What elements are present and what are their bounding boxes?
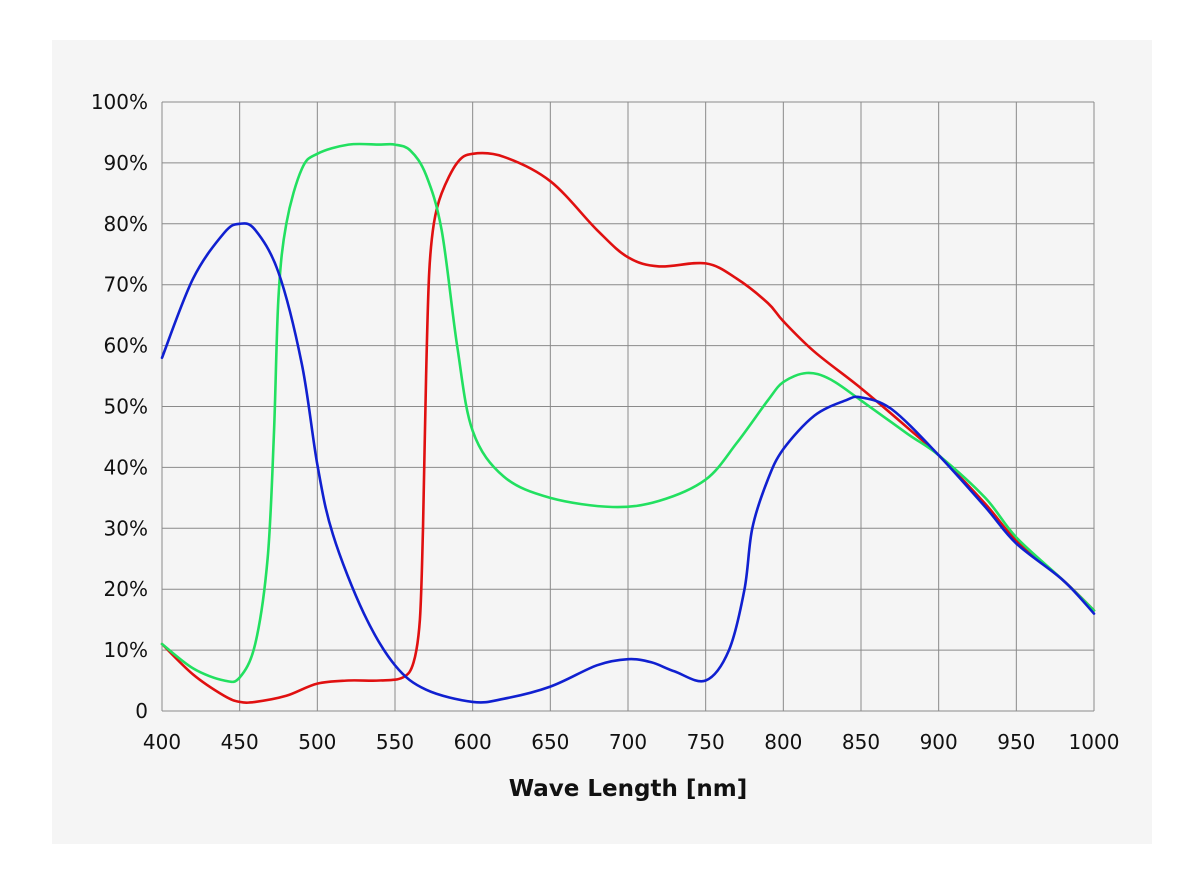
- series-line-2: [160, 142, 1096, 684]
- y-tick-label: 60%: [104, 334, 148, 358]
- y-tick-label: 0: [135, 699, 148, 723]
- x-tick-label: 650: [531, 730, 569, 754]
- x-tick-label: 750: [687, 730, 725, 754]
- x-tick-label: 1000: [1069, 730, 1120, 754]
- y-tick-label: 50%: [104, 395, 148, 419]
- x-tick-label: 900: [920, 730, 958, 754]
- y-tick-label: 10%: [104, 638, 148, 662]
- y-tick-label: 90%: [104, 151, 148, 175]
- chart-series: [160, 142, 1096, 704]
- x-tick-label: 850: [842, 730, 880, 754]
- y-tick-label: 100%: [91, 90, 148, 114]
- x-tick-label: 950: [997, 730, 1035, 754]
- series-line-3: [160, 222, 1096, 704]
- x-tick-label: 700: [609, 730, 647, 754]
- y-tick-label: 20%: [104, 577, 148, 601]
- x-axis-label: Wave Length [nm]: [509, 776, 748, 802]
- x-tick-label: 800: [764, 730, 802, 754]
- series-line-1: [160, 151, 1096, 704]
- plot-grid: [161, 101, 1095, 712]
- y-tick-label: 30%: [104, 516, 148, 540]
- y-tick-label: 80%: [104, 212, 148, 236]
- y-tick-label: 40%: [104, 455, 148, 479]
- x-tick-label: 400: [143, 730, 181, 754]
- y-axis-ticks: 0 10% 20% 30% 40% 50% 60% 70% 80% 90% 100%: [91, 90, 148, 723]
- chart-panel: 0 10% 20% 30% 40% 50% 60% 70% 80% 90% 100% 400 450 5…: [52, 40, 1152, 844]
- x-tick-label: 500: [298, 730, 336, 754]
- x-axis-ticks: 400 450 500 550 600 650 700 750 800 850 900 950 1000: [143, 730, 1120, 754]
- spectral-response-chart: 0 10% 20% 30% 40% 50% 60% 70% 80% 90% 100% 400 450 5…: [91, 90, 1120, 802]
- y-tick-label: 70%: [104, 273, 148, 297]
- x-tick-label: 600: [454, 730, 492, 754]
- x-tick-label: 550: [376, 730, 414, 754]
- x-tick-label: 450: [221, 730, 259, 754]
